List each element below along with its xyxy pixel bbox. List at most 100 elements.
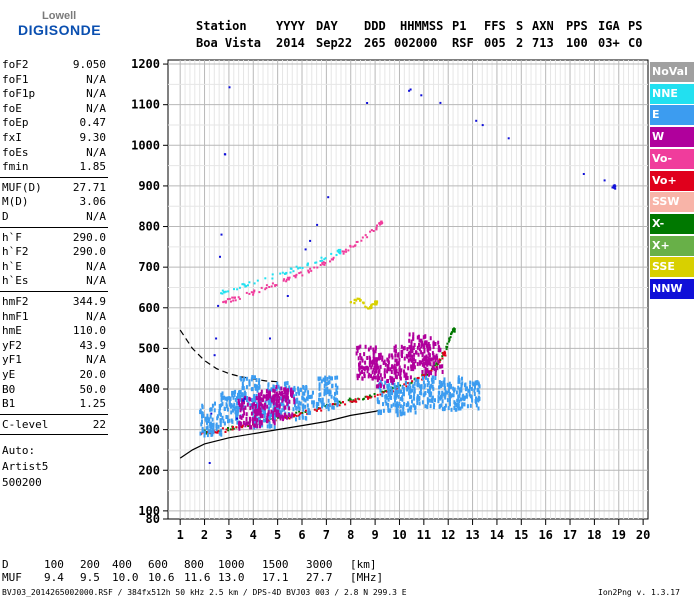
data-point <box>282 415 285 420</box>
param-fmin: fmin 1.85 <box>2 160 106 174</box>
data-point <box>326 376 329 381</box>
data-point <box>413 392 416 397</box>
data-point <box>299 387 302 392</box>
data-point <box>408 345 411 350</box>
data-point <box>334 383 337 388</box>
data-point <box>366 236 369 239</box>
data-point <box>324 262 327 264</box>
data-point <box>361 236 364 239</box>
data-point <box>337 248 340 251</box>
data-point <box>405 353 408 358</box>
data-point <box>428 357 431 362</box>
data-point <box>328 375 331 380</box>
data-point <box>466 386 468 391</box>
footer-info: BVJ03_2014265002000.RSF / 384fx512h 50 k… <box>2 588 407 597</box>
data-point <box>304 248 307 251</box>
data-point <box>369 230 372 233</box>
data-point <box>477 398 480 403</box>
data-point <box>219 255 221 258</box>
footer-muf-values-0: 9.4 <box>44 571 64 584</box>
data-point <box>434 368 437 373</box>
data-point <box>434 398 436 403</box>
data-point <box>426 368 429 373</box>
data-point <box>413 389 416 394</box>
data-point <box>225 428 228 431</box>
data-point <box>412 367 415 372</box>
data-point <box>199 408 202 413</box>
data-point <box>420 360 423 365</box>
data-point <box>394 374 397 379</box>
data-point <box>256 424 259 429</box>
data-point <box>275 387 277 392</box>
data-point <box>235 413 238 418</box>
x-tick-label: 17 <box>563 528 577 542</box>
data-point <box>369 345 372 350</box>
param-hes: h`Es N/A <box>2 274 106 288</box>
data-point <box>238 425 241 430</box>
data-point <box>261 403 264 408</box>
data-point <box>298 272 301 275</box>
data-point <box>449 385 452 390</box>
data-point <box>231 296 234 299</box>
data-point <box>421 370 424 374</box>
data-point <box>382 391 385 394</box>
data-point <box>433 367 436 372</box>
data-point <box>265 397 268 402</box>
data-point <box>426 373 429 376</box>
data-point <box>378 409 381 414</box>
series-sse <box>349 297 379 310</box>
data-point <box>256 418 259 423</box>
data-point <box>437 399 440 404</box>
data-point <box>239 376 242 380</box>
data-point <box>367 307 370 310</box>
data-point <box>247 425 250 427</box>
data-point <box>409 375 412 380</box>
data-point <box>262 408 265 413</box>
data-point <box>334 397 337 402</box>
data-point <box>243 411 246 416</box>
data-point <box>242 407 245 412</box>
param-key: foEp <box>2 116 29 130</box>
data-point <box>219 406 221 411</box>
data-point <box>381 357 384 362</box>
data-point <box>400 368 403 373</box>
data-point <box>229 396 232 401</box>
data-point <box>318 397 320 402</box>
data-point <box>246 402 249 407</box>
data-point <box>431 384 434 389</box>
data-point <box>241 381 244 386</box>
data-point <box>250 377 253 382</box>
x-tick-label: 16 <box>538 528 552 542</box>
data-point <box>308 395 311 399</box>
data-point <box>402 387 405 392</box>
data-point <box>371 303 373 306</box>
legend-item-ssw: SSW <box>650 192 694 213</box>
data-point <box>228 402 231 407</box>
data-point <box>267 383 270 388</box>
data-point <box>283 278 286 281</box>
header-label-7: S <box>516 19 524 33</box>
header-value-2: Sep22 <box>316 36 353 50</box>
data-point <box>331 405 334 410</box>
data-point <box>468 392 471 397</box>
logo-lowell: Lowell <box>42 10 77 22</box>
data-point <box>400 389 402 394</box>
data-point <box>377 356 380 361</box>
data-point <box>387 364 390 369</box>
data-point <box>393 363 396 368</box>
data-point <box>373 365 376 370</box>
data-point <box>424 357 427 362</box>
data-point <box>388 390 391 395</box>
data-point <box>240 405 243 410</box>
data-point <box>387 388 390 393</box>
y-tick-label: 700 <box>138 260 160 274</box>
data-point <box>440 384 443 388</box>
data-point <box>450 332 453 335</box>
data-point <box>323 263 326 266</box>
data-point <box>424 366 427 371</box>
data-point <box>390 378 393 383</box>
data-point <box>449 394 452 399</box>
data-point <box>244 405 247 410</box>
data-point <box>285 388 288 393</box>
data-point <box>223 290 225 293</box>
